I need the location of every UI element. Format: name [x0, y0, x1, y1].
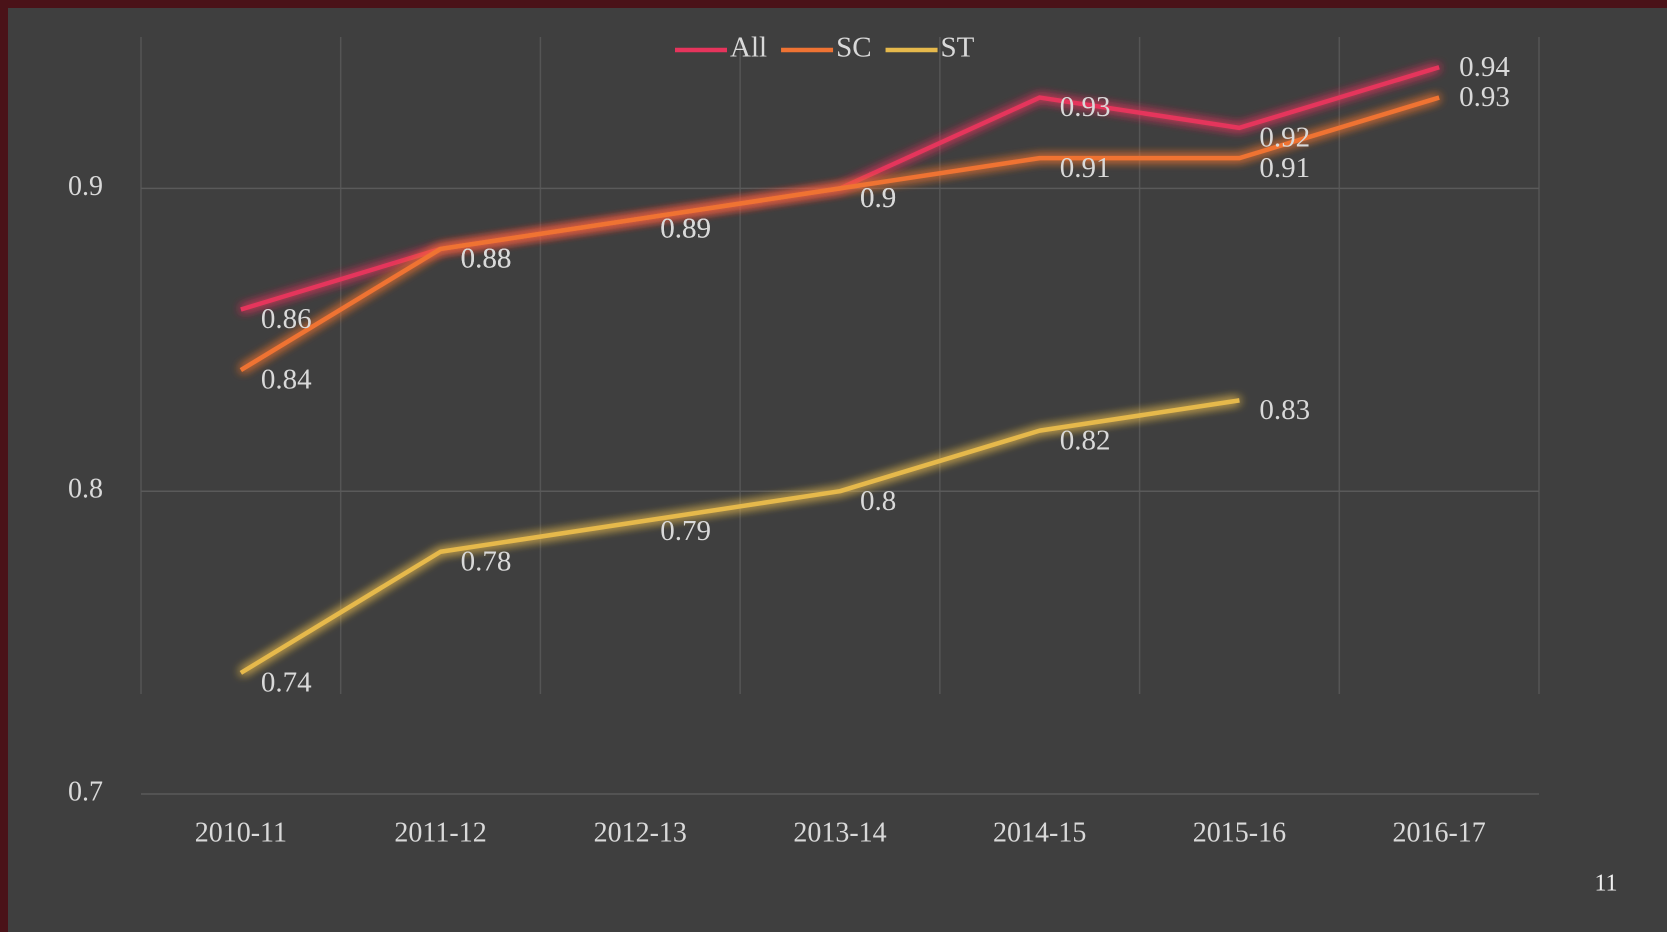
y-tick-label: 0.9 [68, 171, 103, 202]
data-label: 0.93 [1459, 81, 1510, 113]
data-label: 0.82 [1060, 424, 1111, 456]
series-line [239, 398, 1240, 675]
data-label: 0.78 [461, 545, 512, 577]
data-label: 0.88 [461, 243, 512, 275]
x-tick-label: 2011-12 [394, 817, 486, 848]
x-tick-label: 2010-11 [195, 817, 287, 848]
data-label: 0.91 [1259, 152, 1310, 184]
data-label: 0.79 [660, 515, 711, 547]
y-tick-label: 0.7 [68, 776, 103, 807]
data-label: 0.92 [1259, 121, 1310, 153]
x-tick-label: 2015-16 [1193, 817, 1286, 848]
legend-label: SC [836, 32, 871, 64]
x-tick-label: 2012-13 [594, 817, 687, 848]
data-label: 0.84 [261, 364, 312, 396]
legend-label: ST [941, 32, 975, 64]
y-tick-label: 0.8 [68, 474, 103, 505]
data-label: 0.83 [1259, 394, 1310, 426]
legend: All SC ST [675, 32, 975, 64]
x-tick-label: 2014-15 [993, 817, 1086, 848]
data-label: 0.91 [1060, 152, 1111, 184]
x-tick-label: 2013-14 [793, 817, 886, 848]
page-number: 11 [1594, 871, 1617, 897]
data-label: 0.86 [261, 303, 312, 335]
data-label: 0.9 [860, 182, 896, 214]
data-label: 0.9 [860, 182, 896, 214]
data-label: 0.89 [660, 212, 711, 244]
series-line [239, 95, 1440, 373]
x-tick-label: 2016-17 [1392, 817, 1485, 848]
data-label: 0.88 [461, 243, 512, 275]
data-label: 0.89 [660, 212, 711, 244]
data-label: 0.94 [1459, 51, 1510, 83]
data-label: 0.8 [860, 485, 896, 517]
data-label: 0.74 [261, 667, 312, 699]
legend-label: All [730, 32, 767, 64]
data-label: 0.93 [1060, 91, 1111, 123]
panel [8, 8, 1667, 932]
